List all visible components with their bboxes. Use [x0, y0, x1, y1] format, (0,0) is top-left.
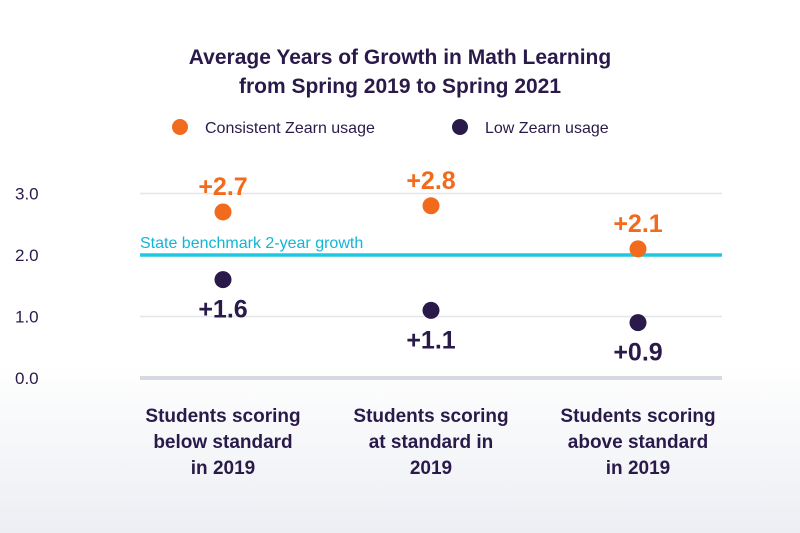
y-axis-ticks: 0.0 1.0 2.0 3.0 [15, 185, 39, 389]
value-label-low: +0.9 [613, 339, 662, 367]
legend-label-low: Low Zearn usage [485, 120, 609, 137]
y-tick-label: 1.0 [15, 308, 39, 327]
point-consistent [422, 197, 440, 215]
legend-label-consistent: Consistent Zearn usage [205, 120, 375, 137]
category-label: Students scoring [353, 406, 508, 427]
benchmark: State benchmark 2-year growth [140, 235, 722, 257]
point-low [629, 314, 647, 332]
value-label-consistent: +2.7 [198, 173, 247, 201]
value-label-consistent: +2.8 [406, 167, 455, 195]
value-label-consistent: +2.1 [613, 210, 662, 238]
benchmark-label: State benchmark 2-year growth [140, 235, 363, 252]
category-label: 2019 [410, 458, 452, 479]
chart-title-line-1: Average Years of Growth in Math Learning [189, 46, 611, 69]
category-label: in 2019 [606, 458, 670, 479]
chart-title-line-2: from Spring 2019 to Spring 2021 [239, 75, 561, 98]
category-label: at standard in [369, 432, 494, 453]
value-label-low: +1.6 [198, 296, 247, 324]
category-label: in 2019 [191, 458, 255, 479]
y-tick-label: 3.0 [15, 185, 39, 204]
category-label: Students scoring [145, 406, 300, 427]
point-consistent [629, 240, 647, 258]
category-labels: Students scoring below standard in 2019 Stu… [145, 406, 715, 479]
point-low [422, 301, 440, 319]
point-consistent [214, 203, 232, 221]
category-label: below standard [153, 432, 292, 453]
point-low [214, 271, 232, 289]
category-label: above standard [568, 432, 708, 453]
category-label: Students scoring [560, 406, 715, 427]
y-tick-label: 0.0 [15, 369, 39, 388]
value-label-low: +1.1 [406, 326, 455, 354]
legend-marker-low [452, 119, 468, 135]
legend-marker-consistent [172, 119, 188, 135]
y-tick-label: 2.0 [15, 246, 39, 265]
data-points: +2.7 +2.8 +2.1 +1.6 +1.1 +0.9 [198, 167, 662, 367]
